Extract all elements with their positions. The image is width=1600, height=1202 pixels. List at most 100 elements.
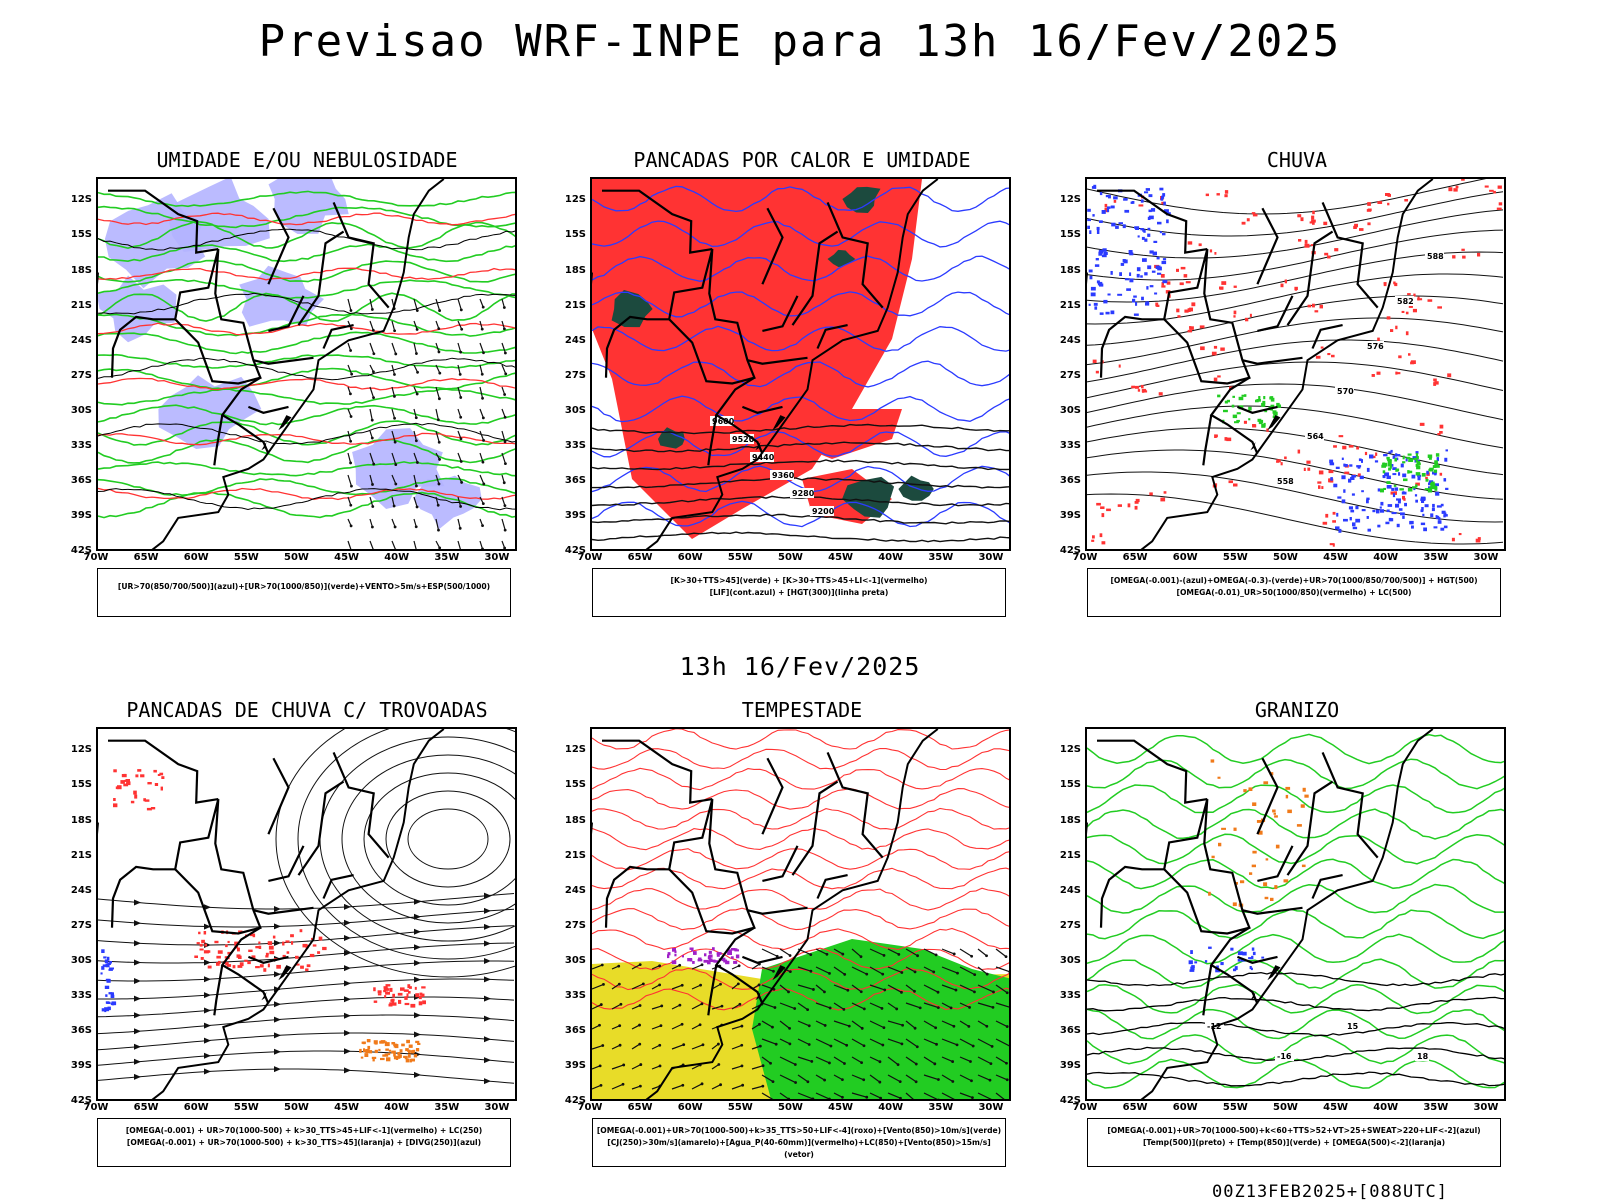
wind-vector [459, 308, 463, 312]
country-border [602, 189, 713, 254]
lon-tick-label: 70W [577, 1102, 603, 1113]
hail-fill-blue [1234, 966, 1238, 970]
omega-fill-orange [1249, 872, 1253, 875]
rain-fill-green [1388, 467, 1392, 471]
rain-fill-blue [1087, 208, 1091, 212]
precipitable-water-contour [592, 987, 1009, 1011]
streamline [1087, 191, 1504, 237]
rain-fill-blue [1097, 282, 1102, 286]
storm-fill-red [250, 932, 254, 937]
wind-vector [779, 1038, 791, 1045]
temp850-contour [1087, 733, 1504, 765]
country-border [267, 757, 290, 835]
rain-fill-green [1270, 404, 1275, 407]
temp500-contour [1087, 971, 1504, 987]
lon-tick-label: 40W [1373, 1102, 1399, 1113]
wind-vector [369, 320, 374, 331]
legend-line: [OMEGA(-0.001)+UR>70(1000-500)+k<60+TTS>… [1107, 1126, 1481, 1135]
streamline-arrow [344, 1048, 351, 1055]
rain-fill-green [1432, 465, 1437, 468]
rain-fill-blue [1152, 251, 1157, 256]
rain-fill-red [1312, 220, 1315, 225]
divergence-blue [106, 978, 111, 983]
wind-vector [598, 1023, 601, 1027]
storm-fill-red [391, 999, 395, 1004]
rain-fill-red [1403, 497, 1406, 501]
storm-fill-red [418, 1001, 423, 1006]
rain-fill-red [1401, 310, 1405, 313]
wind-vector [923, 1020, 936, 1029]
rain-fill-red [1433, 382, 1437, 386]
rain-fill-blue [1159, 187, 1164, 191]
storm-fill-red [225, 961, 229, 966]
legend-line: [OMEGA(-0.001)-(azul)+OMEGA(-0.3)-(verde… [1110, 576, 1478, 585]
country-border [267, 207, 290, 285]
thickness-contour-red [98, 432, 515, 446]
lon-tick-label: 50W [1272, 552, 1298, 563]
rain-fill-blue [1440, 503, 1444, 507]
wind-vector [350, 549, 353, 551]
rain-fill-red [1233, 483, 1238, 487]
omega-fill-orange [1217, 776, 1221, 779]
rain-fill-red [1251, 212, 1256, 215]
rain-fill-blue [1391, 487, 1394, 491]
precipitable-water-contour [592, 967, 1009, 991]
rain-fill-blue [1336, 512, 1339, 517]
wind-vector [479, 320, 483, 330]
rain-fill-blue [1101, 210, 1106, 214]
wind-vector [995, 984, 1008, 994]
wind-vector [671, 1044, 684, 1050]
pressure-contour [98, 292, 515, 315]
lat-tick-label: 21S [1059, 299, 1081, 311]
rain-fill-blue [1145, 301, 1150, 304]
rain-fill-blue [1380, 501, 1384, 506]
wind-vector [391, 386, 396, 397]
lifted-index-contour [592, 465, 1009, 493]
storm-fill-orange [406, 1039, 410, 1044]
lon-tick-label: 50W [283, 1102, 309, 1113]
storm-fill-orange [393, 1043, 397, 1046]
storm-fill-red [422, 1000, 426, 1005]
lon-tick-label: 35W [1423, 1102, 1449, 1113]
wind-vector [391, 474, 397, 485]
lake [755, 442, 761, 451]
severe-fill-purple [681, 955, 684, 958]
rain-fill-red [1333, 445, 1337, 448]
rain-fill-red [1327, 255, 1331, 259]
country-border [762, 295, 799, 332]
rain-fill-blue [1148, 215, 1154, 220]
streamline-arrow [204, 1037, 211, 1044]
wind-vector [347, 474, 353, 487]
wind-vector [959, 1002, 970, 1008]
streamline [1087, 339, 1504, 383]
wind-vector [887, 1002, 898, 1010]
wind-vector [788, 1042, 792, 1046]
rain-fill-red [1134, 501, 1139, 504]
streamline-arrow [414, 944, 421, 951]
storm-fill-red [237, 965, 243, 968]
rain-fill-blue [1163, 209, 1169, 213]
wind-vector [482, 351, 485, 355]
rain-fill-blue [1142, 258, 1147, 262]
rain-fill-red [1149, 492, 1153, 496]
rain-fill-blue [1159, 231, 1162, 234]
rain-fill-red [1455, 185, 1459, 189]
wind-vector [923, 1074, 939, 1081]
storm-fill-red [113, 803, 118, 808]
rain-fill-green [1416, 465, 1421, 470]
wind-vector [887, 948, 900, 955]
lon-tick-label: 30W [484, 552, 510, 563]
rain-fill-red [1226, 437, 1232, 442]
rain-fill-blue [1383, 454, 1388, 457]
wind-vector [990, 1044, 994, 1048]
rain-fill-red [1179, 282, 1184, 286]
streamline-arrow [344, 950, 351, 956]
rain-fill-blue [1090, 286, 1096, 291]
wind-vector [967, 1024, 971, 1028]
wind-vector [761, 1074, 774, 1083]
storm-fill-red [194, 955, 198, 958]
storm-fill-red [400, 987, 405, 991]
rain-fill-red [1425, 476, 1428, 480]
streamline-arrow [204, 992, 211, 999]
wind-vector [971, 1044, 975, 1048]
